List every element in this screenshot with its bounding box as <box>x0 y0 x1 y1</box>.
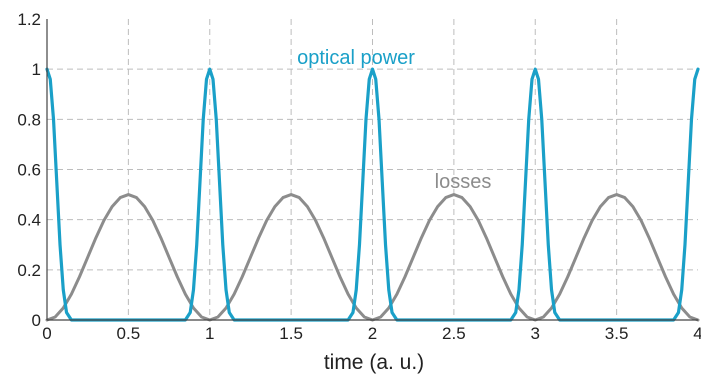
x-tick-label: 3 <box>531 324 540 343</box>
annotation-optical-power: optical power <box>297 47 415 69</box>
y-tick-label: 0.4 <box>17 211 41 230</box>
x-tick-label: 0 <box>42 324 51 343</box>
y-tick-label: 0.2 <box>17 261 41 280</box>
x-tick-label: 0.5 <box>117 324 141 343</box>
x-axis-label: time (a. u.) <box>324 351 424 374</box>
tick-labels: 0 0.5 1 1.5 2 2.5 3 3.5 4 0 0.2 0.4 0.6 0.8 1 1.2 <box>17 10 701 343</box>
axes <box>46 19 698 321</box>
y-tick-label: 1.2 <box>17 10 41 29</box>
y-tick-label: 0.8 <box>17 110 41 129</box>
optical-power-line <box>45 67 700 322</box>
y-tick-label: 0 <box>32 311 41 330</box>
x-tick-label: 1 <box>205 324 214 343</box>
y-tick-label: 1 <box>32 60 41 79</box>
x-tick-label: 3.5 <box>605 324 629 343</box>
y-tick-label: 0.6 <box>17 161 41 180</box>
x-tick-label: 2 <box>368 324 377 343</box>
x-tick-label: 1.5 <box>279 324 303 343</box>
annotation-losses: losses <box>435 171 492 193</box>
x-tick-label: 2.5 <box>442 324 466 343</box>
x-tick-label: 4 <box>693 324 701 343</box>
